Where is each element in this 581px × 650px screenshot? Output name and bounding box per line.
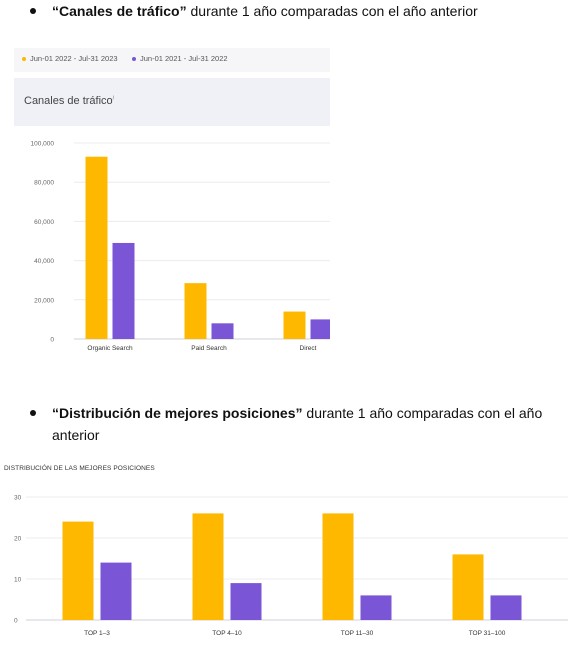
bullet-rest-text: durante 1 año comparadas con el año ante… bbox=[186, 3, 478, 19]
bar-previous bbox=[230, 583, 262, 620]
bar-previous bbox=[211, 323, 234, 339]
legend-item-previous[interactable]: Jun-01 2021 - Jul-31 2022 bbox=[132, 54, 228, 63]
bar-previous bbox=[100, 562, 132, 620]
bullet-text: “Distribución de mejores posiciones” dur… bbox=[52, 402, 552, 446]
y-tick-label: 20 bbox=[14, 536, 22, 543]
y-tick-label: 60,000 bbox=[34, 219, 54, 226]
bar-current bbox=[192, 513, 224, 620]
x-tick-label: Direct bbox=[300, 345, 317, 352]
bar-current bbox=[452, 554, 484, 620]
x-tick-label: TOP 11–30 bbox=[341, 630, 374, 637]
legend-dot-previous bbox=[132, 57, 136, 62]
y-tick-label: 0 bbox=[14, 618, 18, 625]
bar-current bbox=[283, 311, 306, 339]
bullet-dot bbox=[30, 8, 36, 14]
bar-previous bbox=[360, 595, 392, 620]
bullet-text: “Canales de tráfico” durante 1 año compa… bbox=[52, 0, 552, 22]
bar-current bbox=[62, 521, 94, 620]
bar-previous bbox=[112, 242, 135, 339]
traffic-channels-card: Jun-01 2022 - Jul-31 2023 Jun-01 2021 - … bbox=[14, 48, 330, 358]
chart-title: Canales de tráficoi bbox=[24, 95, 114, 107]
bar-previous bbox=[490, 595, 522, 620]
bar-current bbox=[322, 513, 354, 620]
bar-previous bbox=[310, 319, 330, 339]
bullet-bold-text: “Canales de tráfico” bbox=[52, 3, 187, 19]
y-tick-label: 0 bbox=[50, 337, 54, 344]
legend-item-current[interactable]: Jun-01 2022 - Jul-31 2023 bbox=[22, 54, 118, 63]
x-tick-label: TOP 31–100 bbox=[469, 630, 506, 637]
traffic-channels-chart: 100,000 80,000 60,000 40,000 20,000 0 Organic … bbox=[31, 141, 330, 352]
x-tick-label: TOP 1–3 bbox=[84, 630, 110, 637]
bullet-dot bbox=[30, 410, 36, 416]
x-tick-label: Organic Search bbox=[87, 345, 133, 352]
chart-title-text: Canales de tráfico bbox=[24, 95, 113, 107]
y-tick-label: 10 bbox=[14, 577, 22, 584]
bullet-rest-text: durante 1 año comparadas con el año ante… bbox=[52, 405, 543, 443]
y-tick-label: 20,000 bbox=[34, 297, 54, 304]
y-tick-label: 100,000 bbox=[31, 141, 55, 148]
positions-chart-title: DISTRIBUCIÓN DE LAS MEJORES POSICIONES bbox=[4, 465, 155, 472]
x-tick-label: Paid Search bbox=[191, 345, 227, 352]
y-tick-label: 30 bbox=[14, 495, 22, 502]
y-tick-label: 80,000 bbox=[34, 180, 54, 187]
bar-current bbox=[85, 156, 108, 339]
legend-label-current: Jun-01 2022 - Jul-31 2023 bbox=[30, 54, 118, 63]
x-tick-label: TOP 4–10 bbox=[212, 630, 242, 637]
legend: Jun-01 2022 - Jul-31 2023 Jun-01 2021 - … bbox=[14, 48, 330, 72]
legend-dot-current bbox=[22, 57, 26, 62]
positions-distribution-chart: 30 20 10 0 TOP 1–3 TOP 4–10 TOP 11–30 TOP 31–10… bbox=[14, 495, 568, 637]
info-icon[interactable]: i bbox=[112, 95, 115, 102]
chart-header bbox=[14, 78, 330, 126]
bullet-bold-text: “Distribución de mejores posiciones” bbox=[52, 405, 303, 421]
y-tick-label: 40,000 bbox=[34, 258, 54, 265]
legend-label-previous: Jun-01 2021 - Jul-31 2022 bbox=[140, 54, 228, 63]
bar-current bbox=[184, 283, 207, 339]
